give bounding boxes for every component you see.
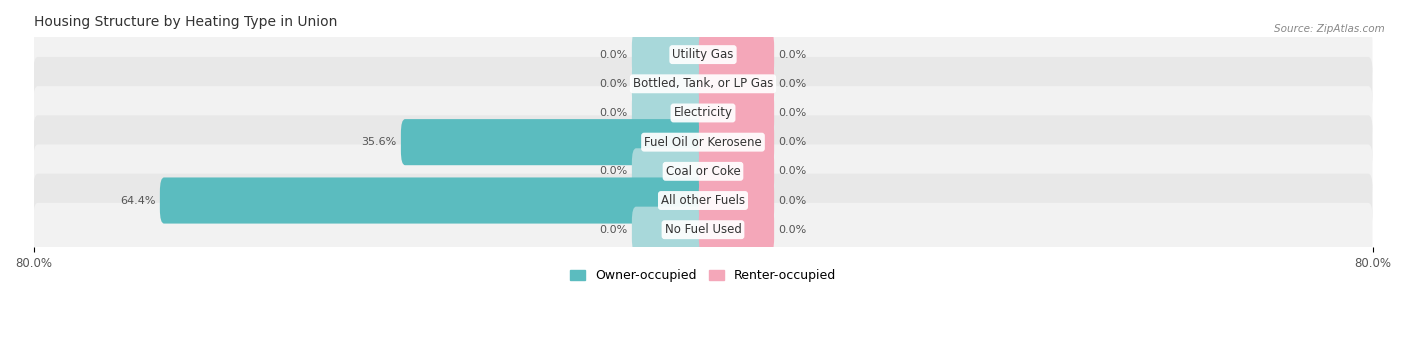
FancyBboxPatch shape: [699, 32, 775, 78]
FancyBboxPatch shape: [34, 145, 1372, 198]
Text: 0.0%: 0.0%: [599, 225, 627, 235]
Text: 0.0%: 0.0%: [779, 166, 807, 176]
Text: Utility Gas: Utility Gas: [672, 48, 734, 61]
Text: 0.0%: 0.0%: [779, 225, 807, 235]
Text: Bottled, Tank, or LP Gas: Bottled, Tank, or LP Gas: [633, 77, 773, 90]
Text: Coal or Coke: Coal or Coke: [665, 165, 741, 178]
FancyBboxPatch shape: [34, 203, 1372, 256]
FancyBboxPatch shape: [34, 86, 1372, 140]
FancyBboxPatch shape: [631, 90, 707, 136]
Text: Housing Structure by Heating Type in Union: Housing Structure by Heating Type in Uni…: [34, 15, 337, 29]
Text: 0.0%: 0.0%: [779, 195, 807, 206]
Text: All other Fuels: All other Fuels: [661, 194, 745, 207]
Text: 35.6%: 35.6%: [361, 137, 396, 147]
Text: Electricity: Electricity: [673, 106, 733, 119]
Text: 0.0%: 0.0%: [779, 108, 807, 118]
FancyBboxPatch shape: [34, 174, 1372, 227]
FancyBboxPatch shape: [34, 57, 1372, 110]
FancyBboxPatch shape: [699, 90, 775, 136]
Text: 0.0%: 0.0%: [599, 50, 627, 60]
FancyBboxPatch shape: [631, 61, 707, 107]
FancyBboxPatch shape: [631, 32, 707, 78]
Text: 0.0%: 0.0%: [779, 50, 807, 60]
Text: 0.0%: 0.0%: [779, 79, 807, 89]
FancyBboxPatch shape: [160, 177, 707, 224]
Text: 0.0%: 0.0%: [779, 137, 807, 147]
Text: Source: ZipAtlas.com: Source: ZipAtlas.com: [1274, 24, 1385, 34]
FancyBboxPatch shape: [699, 207, 775, 253]
FancyBboxPatch shape: [699, 119, 775, 165]
FancyBboxPatch shape: [34, 115, 1372, 169]
FancyBboxPatch shape: [699, 61, 775, 107]
FancyBboxPatch shape: [401, 119, 707, 165]
Text: 64.4%: 64.4%: [120, 195, 156, 206]
FancyBboxPatch shape: [699, 148, 775, 194]
FancyBboxPatch shape: [699, 177, 775, 224]
FancyBboxPatch shape: [34, 28, 1372, 81]
Text: 0.0%: 0.0%: [599, 108, 627, 118]
Text: 0.0%: 0.0%: [599, 79, 627, 89]
FancyBboxPatch shape: [631, 207, 707, 253]
Text: 0.0%: 0.0%: [599, 166, 627, 176]
Text: Fuel Oil or Kerosene: Fuel Oil or Kerosene: [644, 136, 762, 149]
FancyBboxPatch shape: [631, 148, 707, 194]
Text: No Fuel Used: No Fuel Used: [665, 223, 741, 236]
Legend: Owner-occupied, Renter-occupied: Owner-occupied, Renter-occupied: [565, 264, 841, 287]
